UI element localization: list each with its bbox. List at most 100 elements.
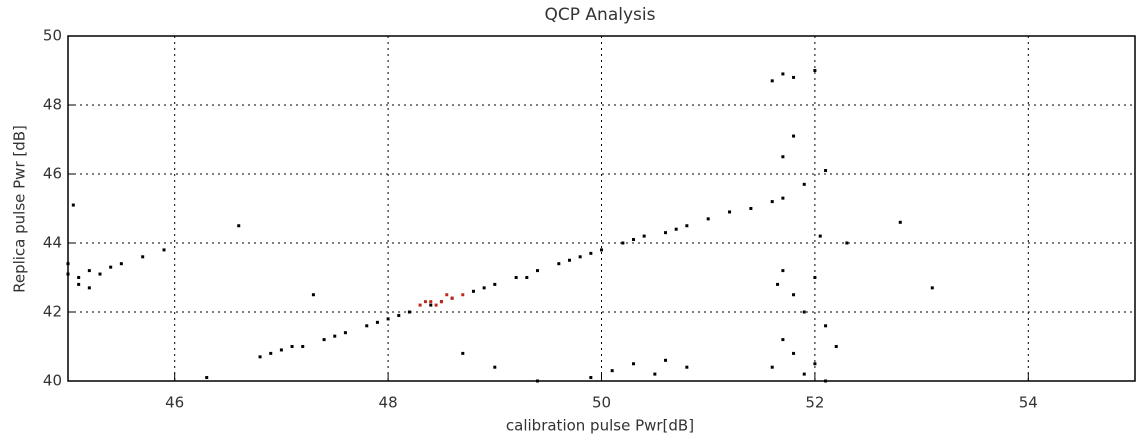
point — [493, 365, 497, 369]
point — [781, 72, 785, 76]
point — [397, 313, 401, 317]
point — [461, 293, 465, 297]
point — [77, 282, 81, 286]
point — [632, 238, 636, 242]
point — [98, 272, 102, 276]
point — [664, 358, 668, 362]
x-tick-label: 46 — [165, 394, 184, 412]
point — [802, 182, 806, 186]
x-axis-label: calibration pulse Pwr[dB] — [506, 417, 694, 435]
point — [781, 269, 785, 273]
point — [279, 348, 283, 352]
chart-title: QCP Analysis — [545, 5, 656, 25]
point — [824, 169, 828, 173]
point — [781, 196, 785, 200]
point — [813, 276, 817, 279]
point — [653, 372, 657, 376]
point — [802, 372, 806, 376]
point — [792, 134, 796, 138]
point — [407, 310, 411, 314]
point — [600, 248, 603, 252]
point — [461, 351, 465, 355]
point — [343, 331, 347, 335]
point — [685, 224, 689, 228]
point — [525, 276, 529, 279]
point — [77, 276, 81, 279]
point — [749, 207, 753, 210]
point — [685, 365, 689, 369]
point — [792, 351, 796, 355]
point — [301, 345, 305, 348]
point — [632, 362, 636, 366]
point — [770, 79, 774, 83]
point — [792, 293, 796, 297]
point — [493, 282, 497, 286]
point — [450, 296, 454, 300]
point — [567, 258, 571, 262]
point — [333, 334, 337, 338]
y-tick-label: 42 — [43, 303, 62, 321]
y-tick-label: 48 — [43, 96, 62, 114]
point — [365, 324, 369, 328]
point — [386, 317, 390, 321]
point — [834, 345, 838, 348]
point — [610, 369, 614, 373]
y-tick-label: 50 — [43, 27, 62, 45]
point — [589, 251, 593, 255]
point — [802, 310, 806, 314]
point — [781, 155, 785, 159]
point — [109, 265, 113, 269]
point — [813, 362, 817, 366]
point — [642, 234, 646, 238]
point — [535, 379, 539, 383]
point — [770, 200, 774, 204]
point — [66, 262, 70, 266]
point — [514, 276, 518, 279]
point — [578, 255, 582, 259]
point — [290, 345, 294, 348]
point — [776, 282, 780, 286]
point — [557, 262, 561, 266]
point — [119, 262, 123, 266]
x-tick-label: 48 — [379, 394, 398, 412]
point — [375, 320, 379, 324]
point — [824, 324, 828, 328]
point — [792, 75, 796, 79]
point — [311, 293, 315, 297]
point — [482, 286, 486, 290]
point — [205, 376, 209, 380]
x-tick-label: 52 — [805, 394, 824, 412]
point — [674, 227, 678, 231]
point — [770, 365, 774, 369]
point — [87, 269, 91, 273]
point — [269, 351, 273, 355]
point — [898, 220, 902, 224]
point — [418, 303, 422, 307]
point — [434, 303, 438, 307]
point — [824, 379, 828, 383]
y-tick-label: 44 — [43, 234, 62, 252]
point — [728, 210, 732, 214]
point — [141, 255, 145, 259]
point — [621, 241, 625, 245]
point — [87, 286, 91, 290]
y-tick-label: 40 — [43, 372, 62, 390]
point — [706, 217, 710, 221]
point — [471, 289, 475, 293]
point — [429, 300, 433, 304]
point — [71, 203, 75, 207]
point — [781, 338, 785, 342]
point — [845, 241, 849, 245]
point — [322, 338, 326, 342]
y-axis-label: Replica pulse Pwr [dB] — [11, 125, 29, 293]
y-tick-label: 46 — [43, 165, 62, 183]
point — [429, 303, 433, 307]
x-tick-label: 54 — [1019, 394, 1038, 412]
point — [258, 355, 262, 359]
point — [66, 272, 70, 276]
point — [818, 234, 822, 238]
x-tick-label: 50 — [592, 394, 611, 412]
plot-frame — [67, 35, 1136, 382]
